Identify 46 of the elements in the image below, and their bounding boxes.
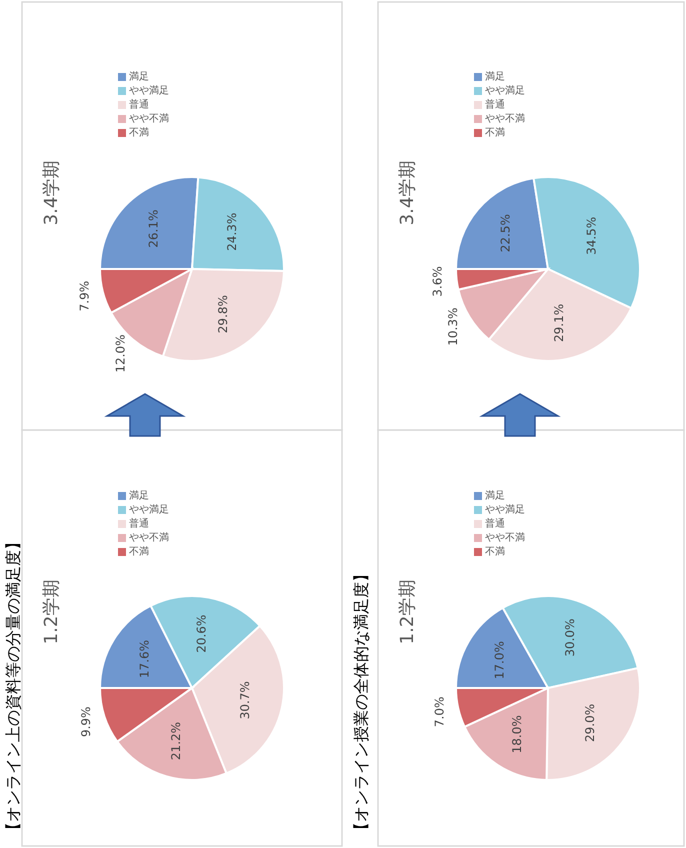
data-label: 29.1%: [552, 304, 566, 342]
text: 1.2学期: [396, 580, 418, 644]
data-label: 21.2%: [168, 722, 183, 760]
legend-label: 不満: [485, 126, 505, 139]
legend-label: やや満足: [485, 84, 525, 97]
data-label: 30.0%: [562, 618, 577, 657]
legend-label: 不満: [485, 546, 505, 558]
data-label: 20.6%: [194, 614, 208, 653]
legend-label: やや満足: [129, 504, 169, 516]
legend-label: 不満: [129, 126, 149, 139]
text: 【オンライン授業の全体的な満足度】: [351, 566, 370, 838]
legend-label: 普通: [485, 518, 505, 530]
data-label: 17.6%: [137, 640, 152, 678]
text: 3.4学期: [396, 160, 418, 226]
legend-label: 普通: [485, 98, 505, 111]
data-label: 24.3%: [225, 212, 240, 251]
data-label: 18.0%: [510, 715, 524, 754]
data-label: 7.9%: [77, 280, 92, 312]
data-label: 7.0%: [432, 696, 446, 728]
text: 3.4学期: [40, 160, 62, 226]
data-label: 9.9%: [79, 706, 94, 738]
legend-label: やや不満: [129, 532, 169, 544]
data-label: 30.7%: [238, 681, 252, 720]
legend-label: 不満: [129, 546, 149, 558]
data-label: 29.0%: [583, 704, 598, 742]
data-label: 29.8%: [216, 295, 230, 334]
legend-label: 満足: [129, 490, 149, 502]
legend-label: 満足: [129, 70, 149, 83]
legend-label: やや満足: [485, 504, 525, 516]
legend-label: やや満足: [129, 84, 169, 97]
data-label: 17.0%: [492, 641, 507, 680]
legend-label: 満足: [485, 490, 505, 502]
text: 1.2学期: [40, 580, 62, 644]
legend-label: やや不満: [485, 532, 525, 544]
legend-label: やや不満: [485, 112, 525, 125]
text: 【オンライン上の資料等の分量の満足度】: [3, 534, 22, 838]
legend-label: 普通: [129, 98, 149, 111]
data-label: 10.3%: [446, 308, 460, 346]
data-label: 22.5%: [498, 214, 512, 252]
legend-label: 普通: [129, 518, 149, 530]
data-label: 12.0%: [113, 334, 128, 373]
legend-label: やや不満: [129, 112, 169, 125]
data-label: 34.5%: [584, 216, 598, 255]
data-label: 26.1%: [146, 210, 161, 248]
legend-label: 満足: [485, 70, 505, 83]
data-label: 3.6%: [430, 266, 445, 297]
